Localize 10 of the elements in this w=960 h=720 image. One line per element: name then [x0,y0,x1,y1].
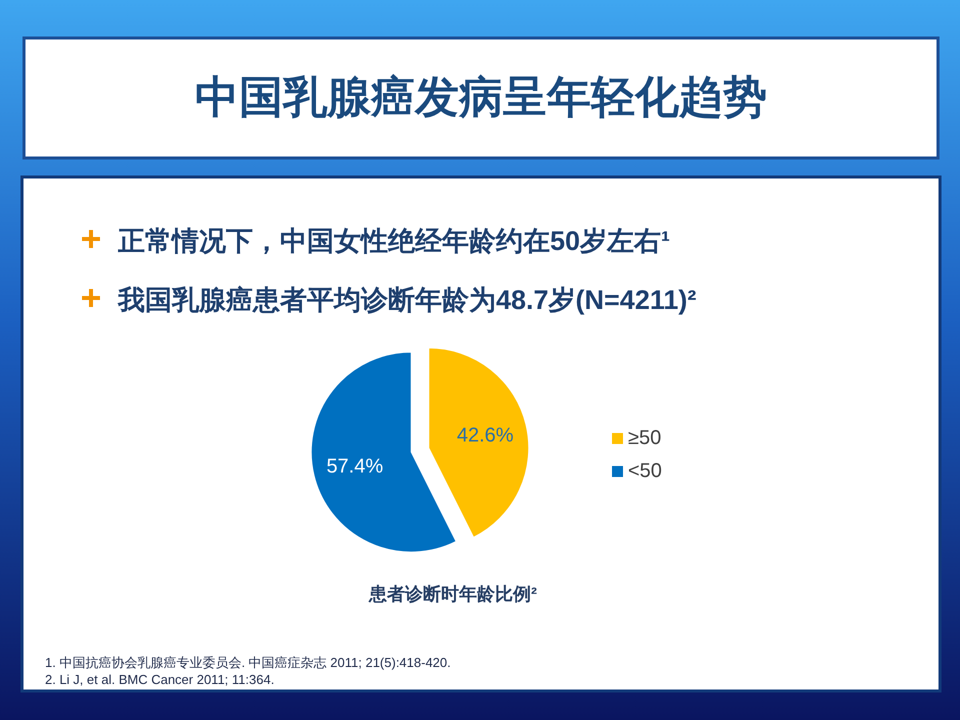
chart-title: 中国乳腺癌发病呈年轻化趋势 [195,73,767,122]
text: 2. Li J, et al. BMC Cancer 2011; 11:364. [45,672,274,687]
text: 患者诊断时年龄比例² [368,584,537,604]
data-label: 57.4% [326,455,384,478]
legend-label: <50 [628,460,662,482]
text: 1. 中国抗癌协会乳腺癌专业委员会. 中国癌症杂志 2011; 21(5):418-420. [45,655,451,670]
text: 我国乳腺癌患者平均诊断年龄为48.7岁(N=4211)² [117,285,696,315]
text: 正常情况下，中国女性绝经年龄约在50岁左右¹ [117,226,670,256]
legend-label: ≥50 [628,427,662,449]
data-label: 42.6% [456,424,514,447]
